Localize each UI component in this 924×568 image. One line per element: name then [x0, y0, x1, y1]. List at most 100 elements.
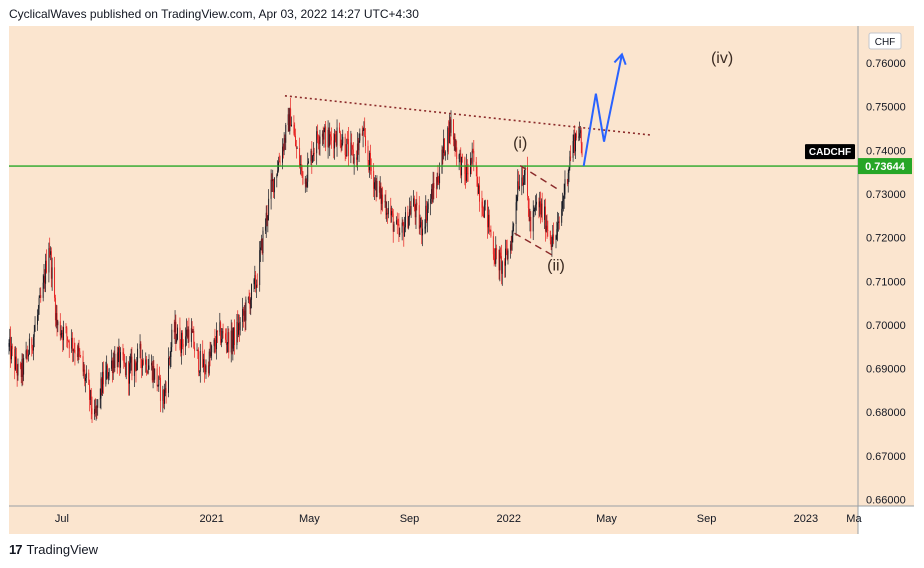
- candle-body: [339, 127, 340, 133]
- candle-body: [165, 388, 167, 393]
- candle-body: [279, 161, 281, 163]
- x-tick-label: Sep: [400, 513, 420, 525]
- candle-body: [116, 353, 118, 367]
- candle-body: [505, 248, 506, 266]
- candle-body: [540, 201, 541, 215]
- candle-body: [396, 220, 397, 225]
- candle-body: [204, 371, 206, 373]
- candle-body: [85, 378, 86, 381]
- candle-body: [164, 388, 166, 390]
- currency-box[interactable]: [868, 32, 902, 50]
- candle-body: [231, 330, 233, 349]
- candle-body: [102, 371, 104, 385]
- candle-body: [492, 236, 494, 255]
- candle-body: [66, 327, 68, 337]
- candle-body: [198, 351, 200, 373]
- candle-body: [180, 348, 182, 353]
- candle-body: [23, 357, 25, 375]
- candle-body: [496, 248, 498, 250]
- candle-body: [535, 204, 537, 208]
- candle-body: [398, 224, 400, 235]
- plot-area[interactable]: [9, 26, 858, 506]
- candle-body: [260, 247, 261, 251]
- candle-body: [152, 365, 154, 381]
- candle-body: [233, 327, 235, 340]
- y-tick-label: 0.66000: [866, 494, 906, 506]
- candle-body: [190, 328, 192, 342]
- candle-body: [209, 351, 211, 357]
- candle-body: [67, 336, 69, 341]
- candle-body: [475, 161, 477, 167]
- candle-body: [424, 226, 426, 229]
- candle-body: [334, 134, 336, 141]
- tradingview-brand[interactable]: 17 TradingView: [9, 542, 98, 557]
- candle-body: [432, 183, 434, 202]
- candle-body: [230, 330, 232, 353]
- candle-body: [173, 329, 175, 333]
- candle-body: [239, 321, 241, 331]
- candle-body: [401, 222, 403, 233]
- candle-body: [511, 235, 513, 250]
- candle-body: [557, 221, 559, 223]
- candle-body: [501, 256, 502, 274]
- candle-body: [441, 149, 443, 174]
- candle-body: [177, 327, 178, 340]
- candle-body: [516, 196, 518, 203]
- candle-body: [94, 409, 95, 415]
- candle-body: [467, 173, 469, 175]
- candle-body: [68, 340, 70, 349]
- candle-body: [346, 138, 348, 157]
- candle-body: [154, 368, 156, 380]
- candle-body: [313, 153, 315, 154]
- candle-body: [85, 372, 87, 379]
- channel-line: [519, 165, 559, 191]
- candle-body: [296, 147, 298, 149]
- candle-body: [433, 183, 435, 189]
- candle-body: [522, 177, 524, 185]
- candle-body: [264, 226, 266, 231]
- candle-body: [558, 221, 560, 223]
- candle-body: [513, 223, 515, 227]
- candle-body: [238, 323, 239, 335]
- candle-body: [330, 134, 331, 137]
- candle-body: [522, 182, 524, 185]
- price-axis[interactable]: [858, 26, 914, 506]
- time-axis[interactable]: [9, 506, 858, 534]
- candle-body: [192, 330, 194, 333]
- candle-body: [356, 157, 358, 160]
- candle-body: [316, 131, 318, 154]
- candle-body: [321, 133, 323, 137]
- candle-body: [25, 350, 27, 358]
- candle-body: [527, 167, 528, 196]
- candle-body: [505, 248, 507, 252]
- candle-body: [44, 276, 46, 284]
- candle-body: [54, 297, 56, 321]
- candle-body: [448, 127, 450, 144]
- candle-body: [407, 212, 409, 228]
- candle-body: [220, 322, 222, 343]
- candle-body: [285, 124, 287, 143]
- candle-body: [124, 362, 126, 364]
- candle-body: [254, 275, 256, 280]
- candle-body: [63, 327, 64, 341]
- candle-body: [540, 203, 542, 215]
- candle-body: [16, 368, 18, 376]
- candle-body: [271, 179, 273, 182]
- candle-body: [208, 351, 210, 374]
- candle-body: [409, 209, 411, 215]
- candle-body: [443, 138, 445, 153]
- candle-body: [79, 351, 81, 356]
- candle-body: [33, 331, 35, 337]
- candle-body: [425, 205, 427, 227]
- candle-body: [575, 133, 577, 138]
- candle-body: [515, 202, 517, 224]
- candle-body: [135, 363, 137, 371]
- candle-body: [555, 235, 557, 240]
- candle-body: [374, 182, 375, 189]
- candle-body: [418, 205, 420, 229]
- candle-body: [422, 228, 423, 236]
- candle-body: [242, 308, 244, 322]
- candle-body: [170, 347, 172, 357]
- candle-body: [499, 252, 501, 271]
